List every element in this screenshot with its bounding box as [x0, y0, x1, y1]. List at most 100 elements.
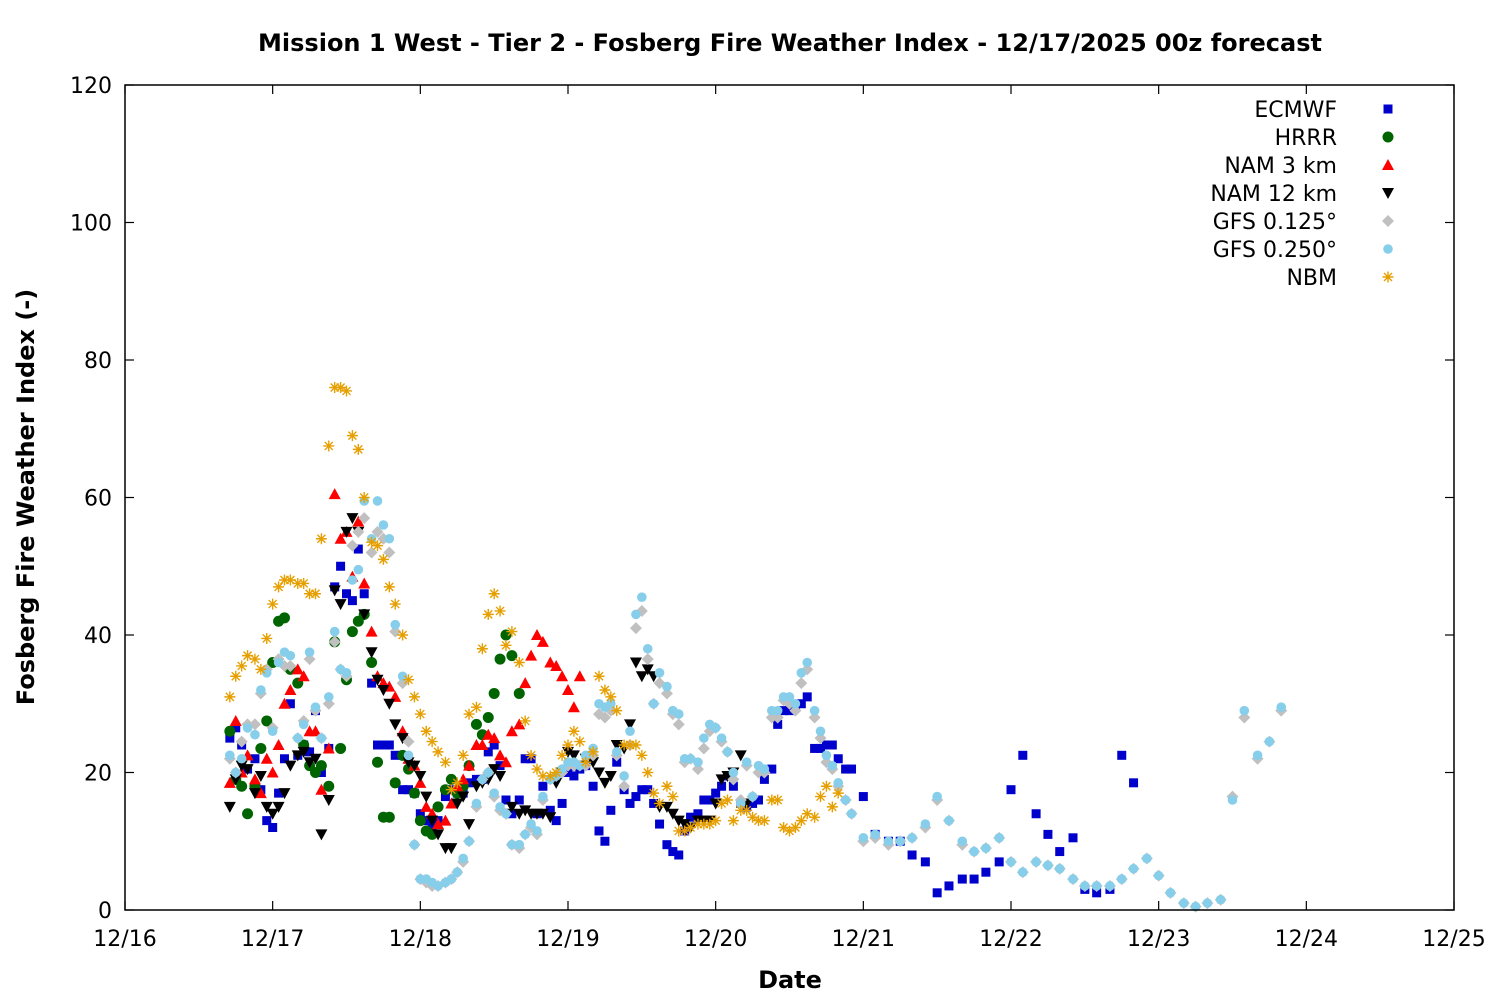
- data-point: [231, 723, 241, 733]
- data-point: [809, 811, 821, 823]
- data-point: [494, 770, 507, 782]
- data-point: [1068, 833, 1078, 843]
- data-point: [335, 742, 347, 754]
- data-point: [1092, 888, 1102, 898]
- data-point: [641, 653, 654, 666]
- data-point: [483, 747, 493, 757]
- data-point: [315, 760, 327, 772]
- data-point: [1129, 778, 1139, 788]
- data-point: [699, 795, 709, 805]
- x-tick-label: 12/16: [93, 927, 156, 952]
- data-point: [721, 794, 733, 806]
- data-point: [562, 739, 574, 751]
- data-point: [619, 771, 629, 781]
- x-tick-label: 12/17: [241, 927, 304, 952]
- data-point: [352, 525, 365, 538]
- data-point: [883, 836, 894, 847]
- data-point: [470, 718, 482, 730]
- data-point: [598, 777, 611, 789]
- data-point: [495, 761, 505, 771]
- data-point: [907, 850, 917, 860]
- data-point: [383, 811, 395, 823]
- data-point: [573, 670, 586, 682]
- data-point: [433, 881, 443, 891]
- data-point: [593, 670, 605, 682]
- x-tick-label: 12/22: [979, 927, 1042, 952]
- data-point: [278, 574, 290, 586]
- data-point: [944, 881, 954, 891]
- data-point: [1105, 881, 1115, 891]
- data-point: [322, 795, 335, 806]
- data-point: [642, 643, 653, 654]
- data-point: [261, 715, 273, 727]
- data-point: [284, 684, 297, 695]
- data-point: [279, 754, 289, 764]
- data-point: [274, 788, 284, 798]
- data-point: [618, 780, 631, 793]
- data-point: [660, 687, 673, 700]
- data-point: [488, 732, 501, 744]
- data-point: [432, 801, 444, 813]
- data-point: [907, 833, 917, 843]
- data-point: [298, 577, 310, 589]
- data-point: [1006, 785, 1016, 795]
- data-point: [390, 619, 401, 630]
- x-tick-label: 12/25: [1422, 927, 1485, 952]
- data-point: [580, 756, 592, 768]
- data-point: [446, 874, 457, 884]
- data-point: [587, 746, 599, 758]
- data-point: [840, 795, 851, 805]
- data-point: [451, 798, 464, 810]
- data-point: [408, 760, 421, 772]
- data-point: [494, 749, 507, 761]
- data-point: [384, 533, 395, 544]
- data-point: [530, 629, 543, 640]
- data-point: [895, 836, 906, 847]
- data-point: [328, 635, 341, 648]
- data-point: [248, 773, 261, 785]
- data-point: [464, 778, 474, 788]
- data-point: [715, 774, 728, 786]
- data-point: [408, 691, 420, 703]
- data-point: [519, 715, 531, 727]
- data-point: [1238, 711, 1251, 724]
- data-point: [544, 770, 556, 782]
- data-point: [1153, 870, 1164, 881]
- data-point: [409, 839, 420, 850]
- data-point: [637, 785, 647, 795]
- data-point: [1116, 874, 1127, 884]
- data-point: [284, 760, 297, 772]
- data-point: [273, 581, 285, 593]
- data-point: [969, 846, 979, 857]
- data-point: [699, 733, 709, 743]
- data-point: [389, 719, 402, 731]
- data-point: [403, 750, 414, 761]
- data-point: [1117, 750, 1127, 760]
- data-point: [260, 801, 273, 813]
- data-point: [1239, 705, 1250, 716]
- data-point: [773, 719, 783, 729]
- data-point: [451, 777, 463, 789]
- x-tick-label: 12/19: [536, 927, 599, 952]
- data-point: [618, 739, 630, 751]
- data-point: [674, 850, 684, 860]
- y-tick-label: 40: [84, 624, 112, 649]
- data-point: [624, 739, 636, 751]
- data-point: [260, 752, 273, 764]
- data-point: [532, 826, 542, 836]
- data-point: [654, 797, 666, 809]
- data-point: [692, 818, 704, 830]
- data-point: [250, 754, 260, 764]
- y-tick-label: 20: [84, 762, 112, 787]
- data-point: [630, 739, 642, 751]
- data-point: [642, 767, 654, 778]
- data-point: [432, 829, 445, 841]
- series-gfs-0-125-: [223, 512, 1288, 913]
- legend-label: GFS 0.125°: [1213, 210, 1337, 235]
- data-point: [513, 718, 526, 730]
- data-point: [593, 767, 606, 779]
- data-point: [248, 788, 261, 800]
- data-point: [691, 763, 704, 776]
- data-point: [717, 781, 727, 791]
